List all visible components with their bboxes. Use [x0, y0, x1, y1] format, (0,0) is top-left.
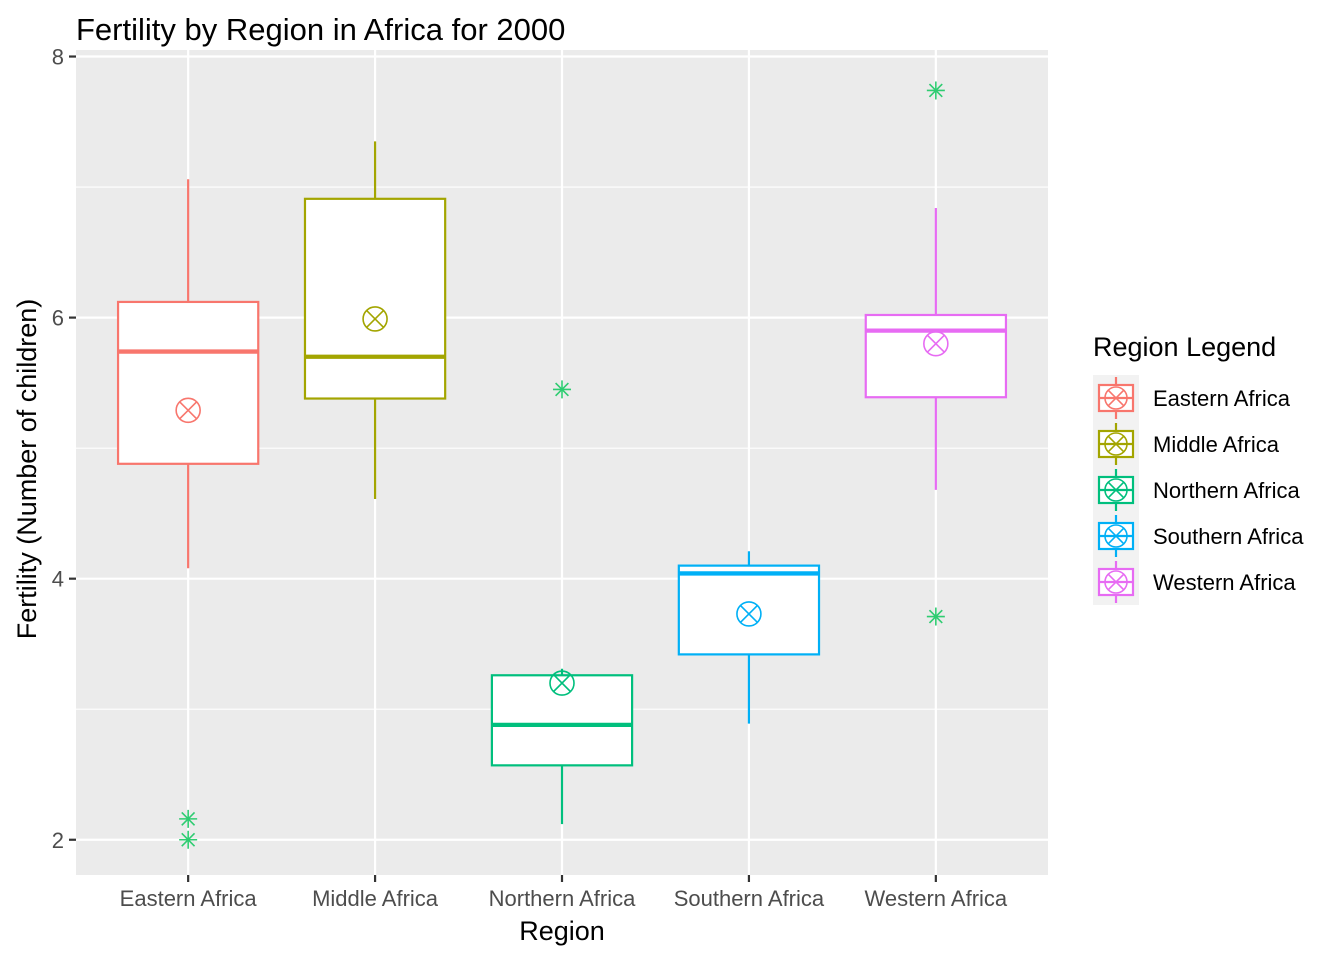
x-stroke: [552, 673, 572, 693]
circle-stroke: [1104, 478, 1128, 502]
legend-title: Region Legend: [1093, 332, 1276, 362]
legend-label: Eastern Africa: [1153, 386, 1291, 411]
legend-key-mean-icon: [1104, 432, 1128, 456]
y-axis: 2 4 6 8: [52, 45, 76, 853]
legend-key-mean-icon: [1104, 386, 1128, 410]
x-stroke: [1107, 527, 1125, 545]
legend-label: Southern Africa: [1153, 524, 1304, 549]
legend-item-western-africa: Western Africa: [1093, 559, 1296, 605]
circle-stroke: [1104, 386, 1128, 410]
asterisk-stroke: [181, 832, 196, 847]
box-iqr: [303, 197, 447, 400]
box-group-southern-africa: [677, 551, 821, 724]
box-group-eastern-africa: [116, 179, 260, 849]
outlier-point: [926, 81, 945, 100]
mean-marker: [923, 330, 949, 357]
x-axis: Eastern Africa Middle Africa Northern Afri…: [120, 875, 1008, 911]
circle-stroke: [549, 670, 575, 696]
legend-item-middle-africa: Middle Africa: [1093, 421, 1280, 467]
mean-marker: [362, 306, 388, 332]
legend-key-mean-icon: [1104, 478, 1128, 502]
circle-stroke: [1104, 524, 1128, 548]
legend: Region Legend Eastern Africa Middle Afric…: [1093, 332, 1304, 605]
x-stroke: [1107, 435, 1125, 453]
legend-item-northern-africa: Northern Africa: [1093, 467, 1300, 513]
circle-stroke: [1104, 570, 1128, 594]
legend-label: Northern Africa: [1153, 478, 1300, 503]
box-iqr: [490, 674, 634, 767]
asterisk-stroke: [555, 382, 569, 397]
x-stroke: [178, 401, 198, 420]
x-stroke: [1107, 573, 1125, 591]
circle-stroke: [736, 601, 762, 627]
legend-item-southern-africa: Southern Africa: [1093, 513, 1304, 559]
x-stroke: [365, 309, 385, 329]
asterisk-stroke: [928, 609, 943, 624]
outlier-point: [179, 809, 198, 828]
legend-label: Middle Africa: [1153, 432, 1280, 457]
y-axis-title: Fertility (Number of children): [12, 299, 42, 640]
legend-item-eastern-africa: Eastern Africa: [1093, 375, 1291, 421]
box-group-middle-africa: [303, 141, 447, 500]
legend-label: Western Africa: [1153, 570, 1296, 595]
circle-stroke: [1104, 432, 1128, 456]
boxes-layer: [116, 81, 1008, 849]
outlier-point: [926, 607, 945, 626]
x-tick-label: Southern Africa: [674, 886, 825, 911]
x-tick-label: Middle Africa: [312, 886, 439, 911]
outlier-point: [553, 380, 571, 399]
mean-marker: [175, 397, 201, 424]
outlier-point: [179, 830, 198, 849]
x-stroke: [739, 604, 759, 624]
y-tick-label: 2: [52, 828, 64, 853]
y-tick-label: 4: [52, 567, 64, 592]
asterisk-stroke: [181, 811, 196, 826]
mean-marker: [549, 670, 575, 696]
box-group-western-africa: [864, 81, 1008, 626]
circle-stroke: [362, 306, 388, 332]
y-tick-label: 6: [52, 306, 64, 331]
legend-key-mean-icon: [1104, 524, 1128, 548]
x-stroke: [1107, 481, 1125, 499]
x-tick-label: Northern Africa: [489, 886, 636, 911]
box-group-northern-africa: [490, 380, 634, 825]
asterisk-stroke: [928, 83, 943, 98]
box-iqr: [677, 564, 821, 656]
chart-title: Fertility by Region in Africa for 2000: [76, 12, 565, 47]
box-iqr: [116, 300, 260, 465]
x-axis-title: Region: [519, 916, 605, 946]
circle-stroke: [175, 397, 201, 424]
legend-key-mean-icon: [1104, 570, 1128, 594]
x-stroke: [1107, 389, 1125, 407]
x-tick-label: Eastern Africa: [120, 886, 258, 911]
x-tick-label: Western Africa: [865, 886, 1008, 911]
x-stroke: [926, 334, 946, 353]
y-tick-label: 8: [52, 45, 64, 70]
circle-stroke: [923, 330, 949, 357]
mean-marker: [736, 601, 762, 627]
